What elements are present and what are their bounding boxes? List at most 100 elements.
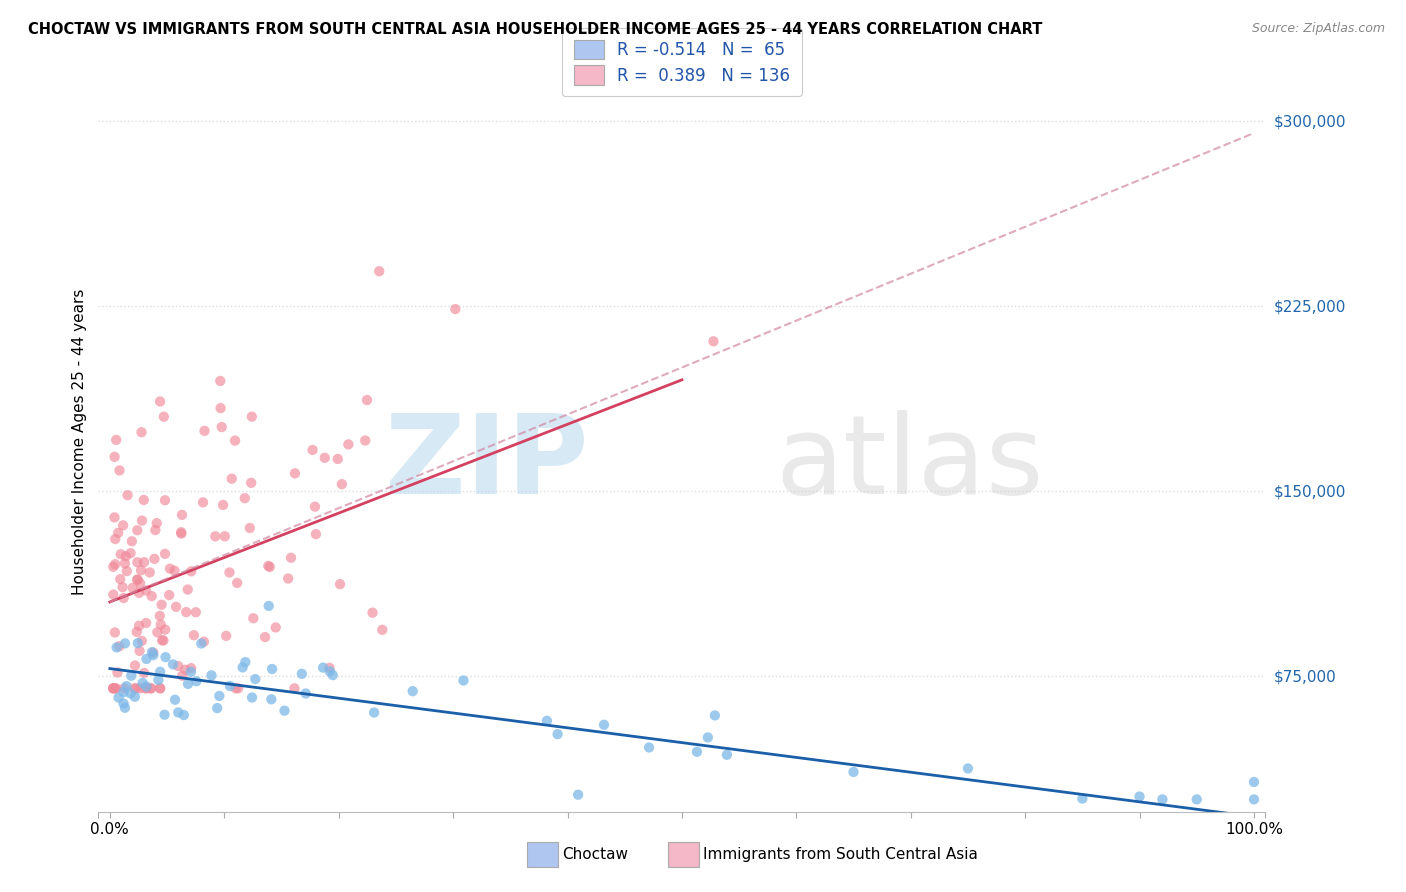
Point [170,525,193,540]
Point [103,681,125,696]
Point [371,623,394,637]
Point [567,788,589,802]
Point [135,681,157,696]
Point [218,566,240,580]
Point [103,681,125,696]
Point [104,681,127,696]
Point [368,264,391,278]
Point [150,633,173,648]
Point [121,581,143,595]
Point [312,660,335,674]
Point [593,718,616,732]
Point [115,564,138,578]
Point [354,434,377,448]
Point [318,661,340,675]
Point [167,706,190,720]
Point [104,681,127,696]
Point [125,624,148,639]
Point [150,598,173,612]
Point [129,576,152,591]
Point [273,704,295,718]
Point [163,564,186,578]
Point [260,692,283,706]
Point [294,686,316,700]
Point [153,409,176,424]
Point [254,630,277,644]
Point [135,615,157,630]
Point [716,747,738,762]
Point [257,599,280,613]
Point [153,623,176,637]
Point [283,681,305,696]
Point [219,679,242,693]
Point [259,560,281,574]
Point [146,625,169,640]
Point [172,669,194,683]
Point [155,650,177,665]
Point [204,529,226,543]
Point [104,532,127,546]
Point [301,442,323,457]
Point [1071,791,1094,805]
Point [183,628,205,642]
Point [177,582,200,597]
Point [120,669,142,683]
Point [232,660,254,674]
Point [212,498,235,512]
Point [703,708,725,723]
Point [112,591,135,605]
Point [226,575,249,590]
Point [112,681,135,696]
Point [167,659,190,673]
Point [696,731,718,745]
Legend: R = -0.514   N =  65, R =  0.389   N = 136: R = -0.514 N = 65, R = 0.389 N = 136 [562,28,801,96]
Point [200,668,222,682]
Point [105,640,128,655]
Point [135,680,157,694]
Point [114,557,136,571]
Point [149,665,172,679]
Point [842,764,865,779]
Point [240,475,263,490]
Point [180,564,202,578]
Point [131,514,153,528]
Point [157,588,180,602]
Point [361,606,384,620]
Point [304,500,326,514]
Point [114,636,136,650]
Point [127,573,149,587]
Point [131,676,153,690]
Point [103,450,125,464]
Point [291,666,314,681]
Point [145,516,167,531]
Point [262,662,284,676]
Text: atlas: atlas [775,410,1043,517]
Point [124,681,146,696]
Point [224,434,246,448]
Point [153,493,176,508]
Text: CHOCTAW VS IMMIGRANTS FROM SOUTH CENTRAL ASIA HOUSEHOLDER INCOME AGES 25 - 44 YE: CHOCTAW VS IMMIGRANTS FROM SOUTH CENTRAL… [28,22,1042,37]
Point [141,589,163,603]
Point [142,648,165,662]
Point [120,686,142,700]
Point [193,424,215,438]
Point [129,563,152,577]
Point [103,559,125,574]
Point [170,508,193,522]
Point [225,681,247,696]
Point [319,665,342,679]
Point [326,452,349,467]
Point [205,701,228,715]
Point [149,681,172,696]
Point [125,681,148,696]
Text: Choctaw: Choctaw [562,847,628,862]
Point [264,620,287,634]
Point [149,394,172,409]
Point [134,555,156,569]
Point [337,437,360,451]
Point [145,523,167,537]
Point [233,491,256,505]
Point [131,634,153,648]
Point [193,634,215,648]
Point [139,566,162,580]
